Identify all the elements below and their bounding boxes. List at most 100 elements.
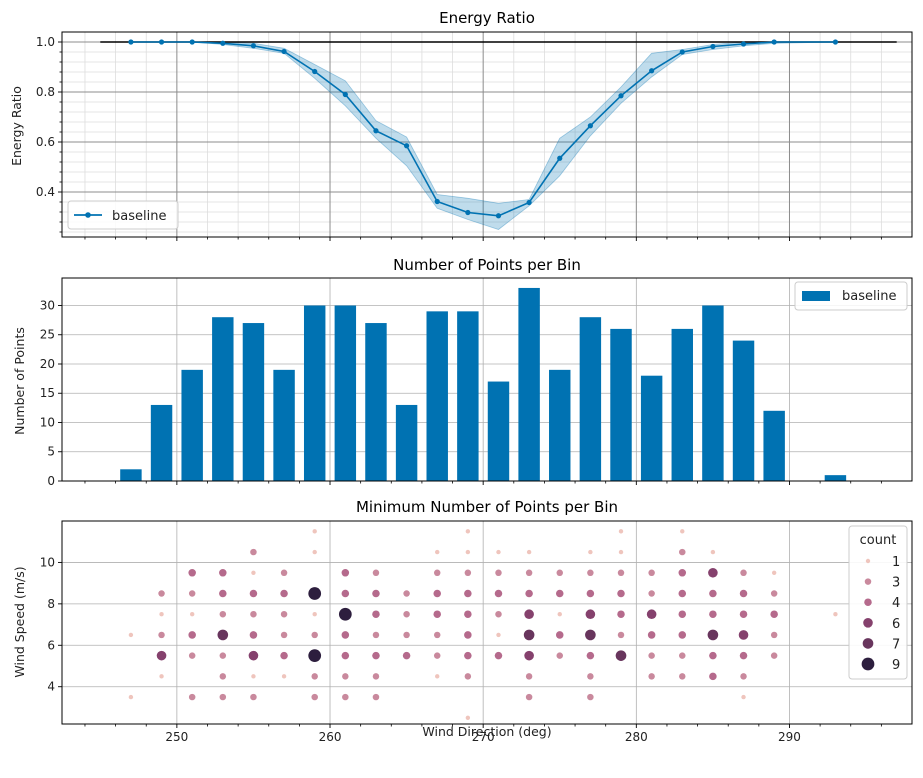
y-tick-label: 10 <box>40 415 55 429</box>
energy-ratio-panel: Energy Ratio Energy Ratio 0.4 0.6 0.8 1.0 b… <box>9 9 912 241</box>
y-tick-label: 1.0 <box>36 35 55 49</box>
scatter-point <box>435 550 439 554</box>
baseline-point <box>190 39 195 44</box>
baseline-point <box>312 69 317 74</box>
scatter-point <box>342 673 348 679</box>
scatter-point <box>495 611 501 617</box>
legend-marker <box>862 658 875 671</box>
scatter-point <box>526 694 532 700</box>
points-per-bin-panel: Number of Points per Bin Number of Point… <box>12 256 912 488</box>
scatter-point <box>308 587 321 600</box>
bar <box>457 311 478 481</box>
bar <box>763 411 784 481</box>
points-per-bin-ylabel: Number of Points <box>12 327 27 435</box>
baseline-point <box>159 39 164 44</box>
scatter-point <box>679 549 685 555</box>
y-tick-label: 5 <box>47 445 55 459</box>
scatter-point <box>679 610 687 618</box>
scatter-point <box>771 590 777 596</box>
scatter-point <box>311 632 317 638</box>
legend-title-count: count <box>860 533 897 548</box>
scatter-point <box>709 652 717 660</box>
scatter-point <box>250 631 258 639</box>
baseline-point <box>435 199 440 204</box>
scatter-point <box>524 651 534 661</box>
scatter-point <box>619 550 623 554</box>
scatter-point <box>308 649 321 662</box>
points-per-bin-title: Number of Points per Bin <box>393 256 581 274</box>
scatter-point <box>311 673 317 679</box>
bar <box>488 382 509 481</box>
scatter-point <box>189 694 195 700</box>
min-points-ylabel: Wind Speed (m/s) <box>12 566 27 677</box>
scatter-point <box>557 652 563 658</box>
bar <box>335 305 356 481</box>
baseline-point <box>496 213 501 218</box>
x-tick-label: 280 <box>625 730 648 744</box>
scatter-point <box>647 609 657 619</box>
scatter-point <box>495 590 503 598</box>
scatter-point <box>619 529 623 533</box>
legend-marker <box>863 638 874 649</box>
scatter-point <box>219 590 227 598</box>
scatter-point <box>158 632 164 638</box>
min-points-title: Minimum Number of Points per Bin <box>356 498 618 516</box>
scatter-point <box>557 570 563 576</box>
y-tick-label: 8 <box>47 597 55 611</box>
energy-ratio-legend: baseline <box>68 201 178 229</box>
baseline-point <box>649 68 654 73</box>
scatter-point <box>587 673 593 679</box>
scatter-point <box>129 695 133 699</box>
scatter-point <box>217 630 228 641</box>
baseline-point <box>618 93 623 98</box>
scatter-point <box>708 630 719 641</box>
bar <box>825 475 846 481</box>
scatter-point <box>465 570 471 576</box>
y-tick-label: 15 <box>40 386 55 400</box>
scatter-point <box>771 652 777 658</box>
scatter-point <box>585 630 596 641</box>
scatter-point <box>403 652 411 660</box>
scatter-point <box>339 608 352 621</box>
bar <box>733 341 754 481</box>
legend-label-baseline: baseline <box>842 289 896 304</box>
scatter-point <box>220 673 226 679</box>
scatter-point <box>159 674 163 678</box>
scatter-point <box>251 571 255 575</box>
baseline-point <box>557 156 562 161</box>
scatter-point <box>495 570 501 576</box>
baseline-point <box>741 41 746 46</box>
scatter-point <box>311 694 317 700</box>
scatter-point <box>313 612 317 616</box>
baseline-point <box>527 200 532 205</box>
scatter-point <box>587 652 595 660</box>
scatter-point <box>617 610 625 618</box>
scatter-point <box>586 609 596 619</box>
energy-ratio-ylabel: Energy Ratio <box>9 86 24 166</box>
legend-label: 4 <box>892 596 900 611</box>
scatter-point <box>648 652 654 658</box>
scatter-point <box>466 550 470 554</box>
y-tick-label: 25 <box>40 328 55 342</box>
scatter-point <box>648 590 654 596</box>
scatter-point <box>464 590 472 598</box>
baseline-point <box>465 210 470 215</box>
bar <box>365 323 386 481</box>
bar <box>120 469 141 481</box>
min-points-panel: Minimum Number of Points per Bin Wind Sp… <box>12 498 912 744</box>
scatter-point <box>342 694 348 700</box>
y-tick-label: 0.4 <box>36 185 55 199</box>
scatter-point <box>770 610 778 618</box>
scatter-point <box>617 590 625 598</box>
scatter-point <box>281 611 287 617</box>
scatter-point <box>524 630 535 641</box>
legend-label: 3 <box>892 576 900 591</box>
scatter-point <box>249 651 259 661</box>
y-tick-label: 0.8 <box>36 85 55 99</box>
scatter-point <box>464 631 472 639</box>
scatter-point <box>648 631 656 639</box>
scatter-point <box>465 673 471 679</box>
scatter-point <box>496 633 500 637</box>
legend-label: 6 <box>892 617 900 632</box>
